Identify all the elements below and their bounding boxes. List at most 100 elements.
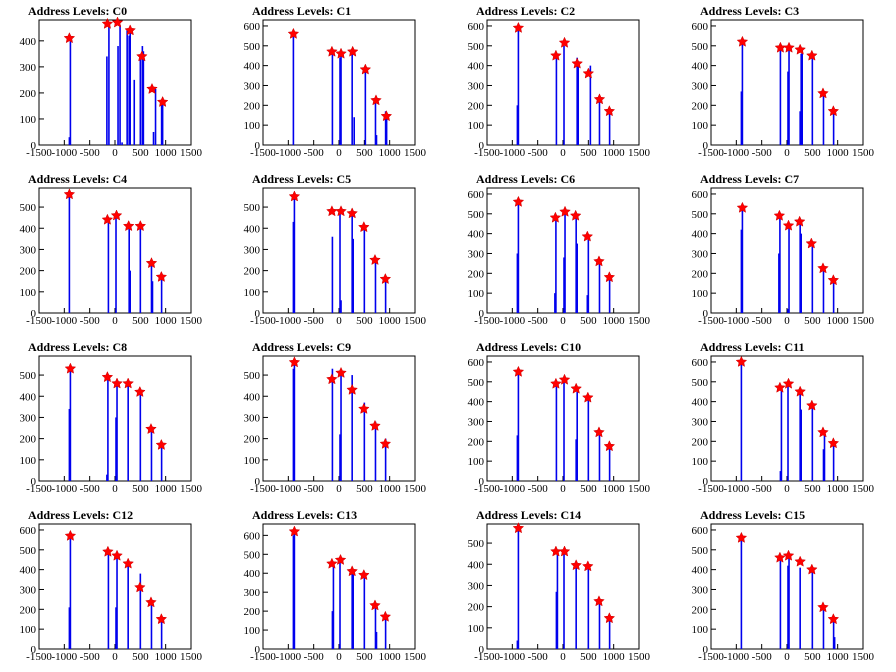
x-tick-label: 500 [804,483,821,495]
x-tick-label: 500 [580,483,597,495]
chart-svg: 0 100 200 300 400 500 600 -1500 -1000 -500 0 500 100… [20,523,203,663]
x-tick-label: 1000 [155,651,178,663]
chart-panel: 0 100 200 300 400 500 600 -1500 -1000 -500 0 500 100… [672,504,896,672]
x-tick-label: -1000 [51,147,77,159]
chart-svg: 0 100 200 300 400 500 600 -1500 -1000 -500 0 500 100… [692,355,875,495]
peak-marker [774,551,786,563]
plot-frame [486,355,640,482]
x-tick-label: -1500 [26,315,52,327]
x-tick-label: 0 [112,483,118,495]
y-tick-label: 600 [20,525,37,537]
x-tick-label: -1500 [26,483,52,495]
x-tick-label: 0 [336,315,342,327]
y-tick-label: 200 [244,100,261,112]
peak-marker [156,95,169,107]
chart-svg: 0 100 200 300 400 500 600 -1500 -1000 -500 0 500 100… [468,19,651,159]
peak-marker [570,559,582,571]
plot-frame [38,355,192,482]
chart-title: Address Levels: C12 [28,508,134,522]
peak-marker [369,419,381,431]
x-tick-label: 1000 [603,483,626,495]
y-tick-label: 500 [468,209,485,221]
x-tick-label: 1000 [603,651,626,663]
peak-marker [817,262,829,274]
x-tick-label: 1000 [827,147,850,159]
peak-marker [124,24,137,36]
plot-frame [486,523,640,650]
x-tick-label: -1000 [275,651,301,663]
peak-marker [549,211,562,223]
y-tick-label: 200 [468,268,485,280]
chart-panel: 0 100 200 300 400 500 600 -1500 -1000 -500 0 500 100… [224,0,448,168]
y-tick-label: 500 [692,377,709,389]
peak-marker [558,373,571,385]
y-tick-label: 0 [31,644,37,656]
peak-marker [346,207,358,219]
x-tick-label: 500 [580,147,597,159]
x-tick-label: 500 [132,147,149,159]
y-tick-label: 0 [703,308,709,320]
x-tick-label: 1500 [404,483,427,495]
peak-marker [122,557,134,569]
x-tick-label: 500 [132,315,149,327]
plot-frame [262,523,416,650]
y-tick-label: 300 [468,416,485,428]
peak-marker [827,105,840,117]
y-tick-label: 500 [468,41,485,53]
chart-svg: 0 100 200 300 400 -1500 -1000 -500 0 500 1000 1500 [20,16,203,159]
x-tick-label: -1500 [26,651,52,663]
y-tick-label: 400 [244,61,261,73]
x-tick-label: -500 [752,483,773,495]
x-tick-label: -1000 [499,483,525,495]
x-tick-label: 500 [580,651,597,663]
x-tick-label: -1500 [474,483,500,495]
peak-marker [134,220,147,232]
y-tick-label: 500 [692,545,709,557]
y-tick-label: 300 [244,587,261,599]
peak-marker [512,522,525,534]
chart-title: Address Levels: C13 [252,508,358,522]
y-tick-label: 200 [692,100,709,112]
peak-marker [122,220,135,232]
peak-marker [326,373,338,385]
peak-marker [101,17,114,29]
peak-marker [593,595,605,607]
peak-marker [369,599,381,611]
x-tick-label: -1000 [723,483,749,495]
peak-marker [603,440,616,452]
chart-panel: 0 100 200 300 400 500 600 -1500 -1000 -500 0 500 100… [448,0,672,168]
peak-marker [736,35,749,47]
x-tick-label: 0 [560,315,566,327]
x-tick-label: 1000 [155,147,178,159]
peak-marker [570,382,582,394]
x-tick-label: -500 [752,315,773,327]
peak-marker [806,563,818,575]
x-tick-label: -500 [528,651,549,663]
y-tick-label: 200 [244,606,261,618]
y-tick-label: 100 [468,288,485,300]
x-tick-label: -1000 [275,483,301,495]
x-tick-label: 1500 [180,315,203,327]
chart-title: Address Levels: C15 [700,508,806,522]
x-tick-label: 1500 [852,315,875,327]
chart-svg: 0 100 200 300 400 500 -1500 -1000 -500 0 500 1000 15… [244,355,427,495]
peak-marker [817,426,829,438]
y-tick-label: 300 [20,584,37,596]
x-tick-label: -1000 [51,651,77,663]
x-tick-label: -1500 [250,315,276,327]
peak-marker [559,205,571,217]
chart-title: Address Levels: C8 [28,340,128,354]
peak-marker [806,49,818,61]
y-tick-label: 400 [692,229,709,241]
x-tick-label: 1500 [628,147,651,159]
y-tick-label: 100 [20,624,37,636]
chart-panel: 0 100 200 300 400 500 -1500 -1000 -500 0 500 1000 15… [224,168,448,336]
x-tick-label: 1000 [379,651,402,663]
y-tick-label: 400 [20,223,37,235]
peak-marker [593,255,605,267]
y-tick-label: 200 [468,100,485,112]
peak-marker [805,237,818,249]
y-tick-label: 400 [692,61,709,73]
peak-marker [288,190,301,202]
peak-marker [782,219,795,231]
